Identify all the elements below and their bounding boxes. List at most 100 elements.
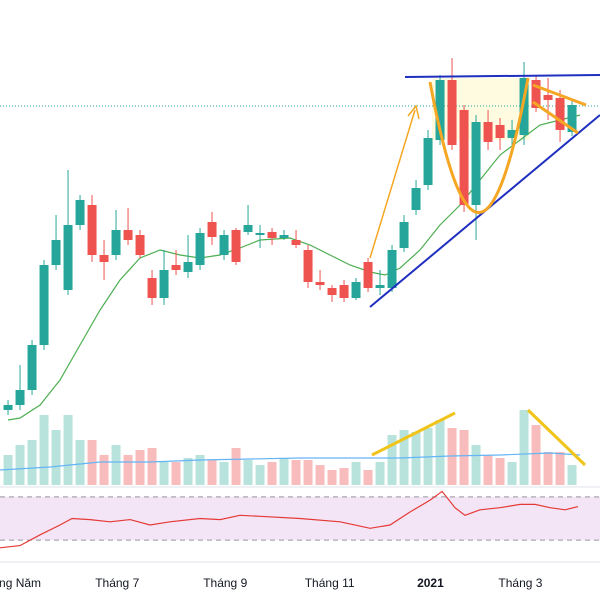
- candle-body: [243, 225, 253, 232]
- candle-body: [171, 265, 181, 270]
- volume-bar: [267, 462, 277, 485]
- candle-body: [495, 125, 505, 138]
- volume-bar: [459, 430, 469, 485]
- candle-body: [567, 105, 577, 132]
- volume-bar: [543, 452, 553, 485]
- volume-bar: [483, 455, 493, 485]
- candle-body: [123, 230, 133, 240]
- candle-body: [447, 80, 457, 145]
- volume-bar: [363, 470, 373, 485]
- candle-body: [339, 285, 349, 298]
- volume-bar: [351, 462, 361, 485]
- candle-body: [351, 282, 361, 298]
- volume-bar: [63, 415, 73, 485]
- candle-body: [399, 222, 409, 248]
- volume-bar: [207, 460, 217, 485]
- volume-bar: [135, 450, 145, 485]
- candle-body: [147, 278, 157, 298]
- x-tick-label: Tháng 3: [498, 576, 542, 590]
- volume-bar: [255, 465, 265, 485]
- candle-body: [27, 345, 37, 390]
- candle-body: [471, 122, 481, 205]
- candle-body: [159, 270, 169, 298]
- volume-ma: [0, 452, 581, 471]
- candle-body: [75, 200, 85, 225]
- volume-bar: [39, 415, 49, 485]
- moving-average: [7, 114, 581, 421]
- volume-bar: [231, 448, 241, 485]
- volume-bar: [375, 462, 385, 485]
- candle-body: [15, 390, 25, 405]
- resistance-line: [404, 74, 600, 78]
- candle-body: [459, 110, 469, 205]
- volume-bar: [435, 420, 445, 485]
- candle-body: [219, 235, 229, 255]
- candle-body: [135, 235, 145, 255]
- volume-bar: [243, 460, 253, 485]
- candle-body: [63, 225, 73, 290]
- volume-bar: [123, 455, 133, 485]
- volume-bar: [303, 460, 313, 485]
- x-tick-label: Tháng 9: [203, 576, 247, 590]
- candle-body: [375, 285, 385, 288]
- candle-body: [87, 205, 97, 255]
- cup-curve: [428, 77, 530, 214]
- candle-body: [363, 262, 373, 288]
- candle-body: [555, 98, 565, 130]
- volume-bar: [99, 455, 109, 485]
- volume-trend: [526, 408, 587, 467]
- candle-body: [99, 255, 109, 262]
- volume-bar: [147, 448, 157, 485]
- volume-bar: [75, 440, 85, 485]
- x-tick-label: Tháng 11: [305, 576, 355, 590]
- volume-bar: [495, 458, 505, 485]
- volume-bar: [15, 445, 25, 485]
- rsi-pane: [0, 490, 600, 549]
- candle-body: [39, 265, 49, 345]
- arrow-head: [407, 104, 420, 120]
- x-tick-label: ng Năm: [0, 576, 41, 590]
- candle-body: [543, 95, 553, 100]
- volume-bar: [327, 470, 337, 485]
- candle-body: [195, 233, 205, 265]
- candle-body: [291, 240, 301, 245]
- volume-bar: [195, 455, 205, 485]
- drawings: [369, 74, 600, 467]
- volume-bar: [159, 462, 169, 485]
- volume-bar: [555, 452, 565, 485]
- candle-body: [387, 250, 397, 288]
- volume-bar: [219, 462, 229, 485]
- candle-body: [411, 188, 421, 210]
- x-tick-label: 2021: [417, 576, 444, 590]
- volume-bar: [171, 462, 181, 485]
- candle-body: [435, 80, 445, 140]
- candle-body: [207, 222, 217, 237]
- candle-body: [519, 78, 529, 135]
- volume-bar: [51, 430, 61, 485]
- volume-bar: [291, 460, 301, 485]
- candle-body: [255, 233, 265, 235]
- volume-bar: [387, 435, 397, 485]
- volume-bar: [339, 468, 349, 485]
- volume-bar: [111, 445, 121, 485]
- volume-bar: [27, 440, 37, 485]
- candle-body: [279, 235, 289, 238]
- candle-body: [303, 250, 313, 282]
- arrow-line: [369, 109, 416, 259]
- volume-bar: [315, 465, 325, 485]
- x-tick-label: Tháng 7: [95, 576, 139, 590]
- candle-body: [231, 230, 241, 262]
- volume-bar: [411, 432, 421, 485]
- candle-body: [315, 282, 325, 285]
- volume-bar: [519, 410, 529, 485]
- candle-body: [267, 232, 277, 238]
- candle-body: [327, 288, 337, 295]
- candle-body: [3, 405, 13, 410]
- flag-line: [532, 83, 587, 107]
- flag-line: [532, 100, 579, 135]
- candle-body: [51, 240, 61, 265]
- candle-body: [507, 130, 517, 138]
- candle-body: [531, 80, 541, 108]
- time-axis: ng Năm Tháng 7 Tháng 9 Tháng 11 2021 Tháng 3: [0, 576, 543, 590]
